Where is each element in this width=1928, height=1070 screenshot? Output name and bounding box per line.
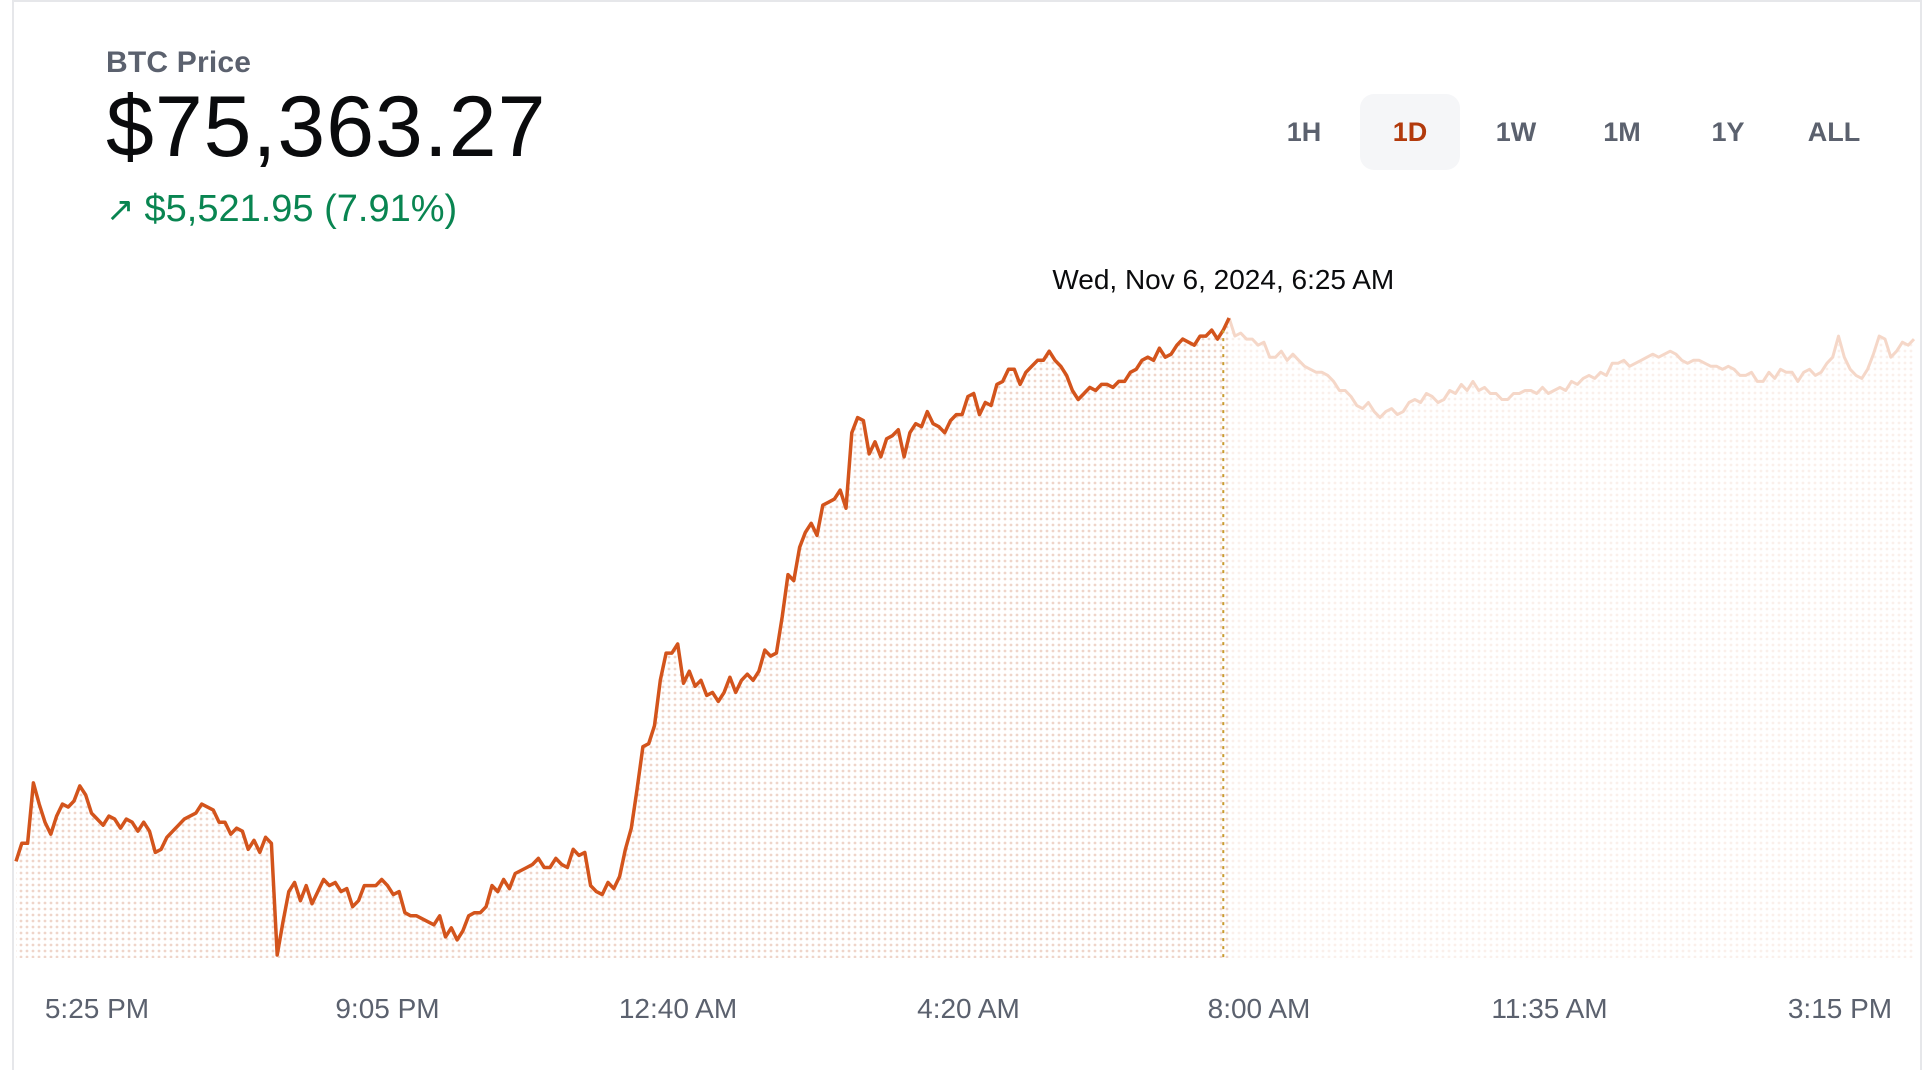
price-line-faded: [1227, 317, 1916, 420]
crosshair-timestamp: Wed, Nov 6, 2024, 6:25 AM: [1052, 264, 1394, 295]
current-price: $75,363.27: [106, 79, 547, 175]
range-button-1y[interactable]: 1Y: [1678, 94, 1778, 170]
arrow-up-right-icon: ↗: [106, 190, 135, 229]
price-change-value: $5,521.95 (7.91%): [144, 188, 458, 230]
asset-label: BTC Price: [106, 46, 252, 79]
range-button-all[interactable]: ALL: [1784, 94, 1884, 170]
range-button-1m[interactable]: 1M: [1572, 94, 1672, 170]
x-tick-label: 4:20 AM: [917, 993, 1020, 1024]
range-button-1d[interactable]: 1D: [1360, 94, 1460, 170]
x-tick-label: 3:15 PM: [1788, 993, 1892, 1024]
price-change: ↗ $5,521.95 (7.91%): [106, 188, 546, 231]
x-tick-label: 9:05 PM: [335, 993, 439, 1024]
chart-area-fill-faded: [1229, 318, 1914, 958]
x-tick-label: 5:25 PM: [45, 993, 149, 1024]
range-button-1w[interactable]: 1W: [1466, 94, 1566, 170]
x-tick-label: 8:00 AM: [1208, 993, 1311, 1024]
x-tick-label: 12:40 AM: [619, 993, 737, 1024]
time-range-selector: 1H 1D 1W 1M 1Y ALL: [1254, 94, 1884, 170]
x-axis: 5:25 PM 9:05 PM 12:40 AM 4:20 AM 8:00 AM 11:3…: [45, 993, 1892, 1024]
chart-area-fill: [16, 318, 1230, 958]
x-tick-label: 11:35 AM: [1491, 993, 1607, 1024]
range-button-1h[interactable]: 1H: [1254, 94, 1354, 170]
price-line: [14, 317, 1231, 957]
price-header: BTC Price $75,363.27 ↗ $5,521.95 (7.91%): [106, 46, 546, 231]
